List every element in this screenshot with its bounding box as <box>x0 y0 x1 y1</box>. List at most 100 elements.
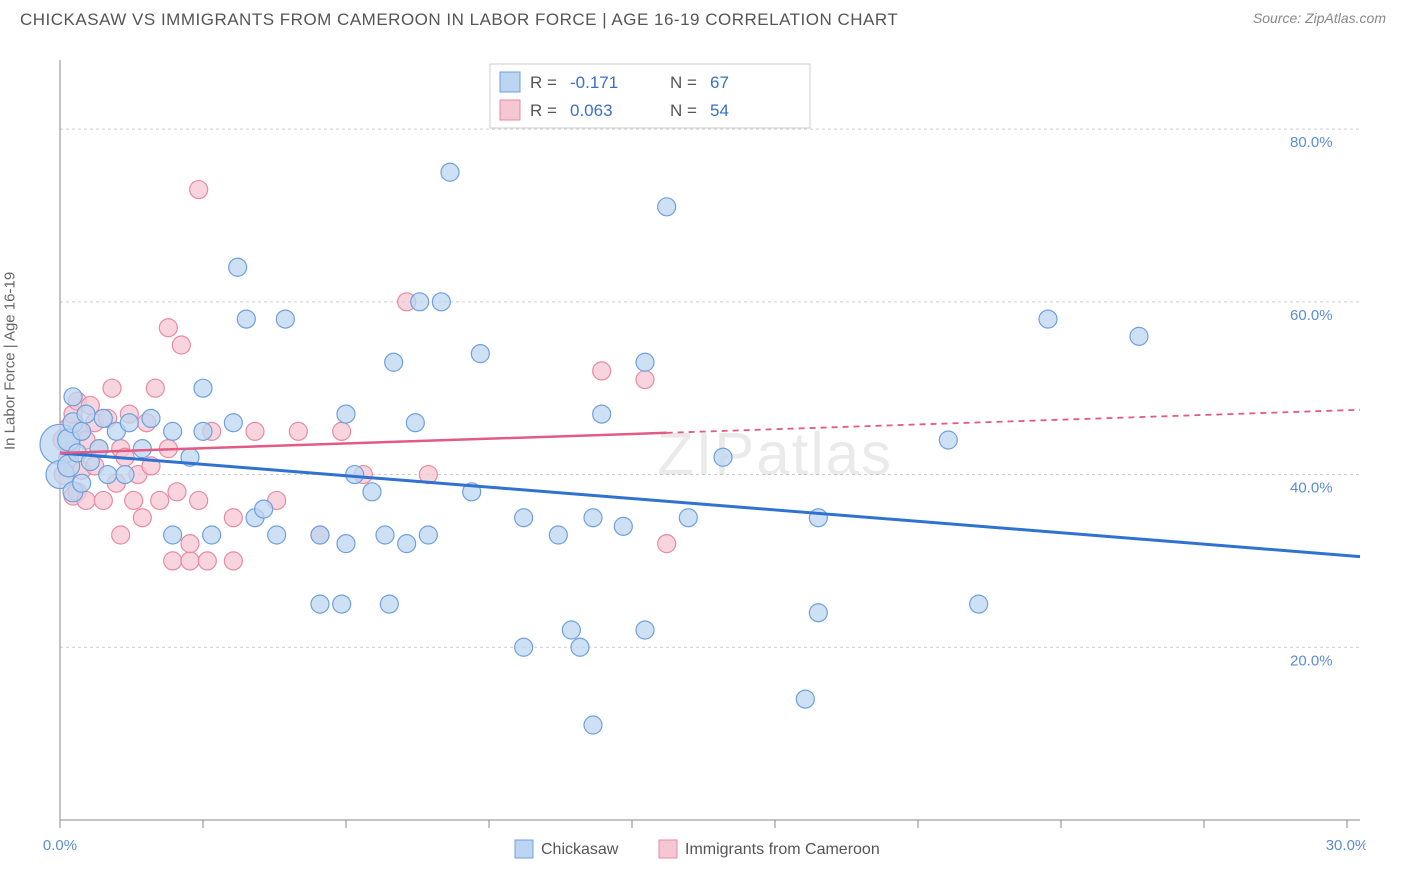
chart-title: CHICKASAW VS IMMIGRANTS FROM CAMEROON IN… <box>20 10 898 30</box>
data-point <box>133 440 151 458</box>
data-point <box>679 509 697 527</box>
legend-n-label: N = <box>670 101 697 120</box>
data-point <box>194 379 212 397</box>
series-legend-label: Chickasaw <box>541 841 619 858</box>
data-point <box>164 552 182 570</box>
legend-swatch <box>515 840 533 858</box>
data-point <box>614 517 632 535</box>
data-point <box>562 621 580 639</box>
data-point <box>194 422 212 440</box>
data-point <box>419 526 437 544</box>
data-point <box>268 526 286 544</box>
data-point <box>432 293 450 311</box>
data-point <box>159 319 177 337</box>
data-point <box>441 163 459 181</box>
data-point <box>571 638 589 656</box>
data-point <box>289 422 307 440</box>
data-point <box>1130 327 1148 345</box>
data-point <box>385 353 403 371</box>
source-prefix: Source: <box>1253 10 1305 26</box>
data-point <box>198 552 216 570</box>
data-point <box>636 353 654 371</box>
data-point <box>64 388 82 406</box>
chart-source: Source: ZipAtlas.com <box>1253 10 1386 26</box>
data-point <box>398 535 416 553</box>
data-point <box>363 483 381 501</box>
data-point <box>103 379 121 397</box>
data-point <box>116 466 134 484</box>
data-point <box>515 509 533 527</box>
data-point <box>237 310 255 328</box>
data-point <box>658 535 676 553</box>
data-point <box>94 491 112 509</box>
data-point <box>172 336 190 354</box>
data-point <box>181 552 199 570</box>
legend-n-value: 67 <box>710 73 729 92</box>
data-point <box>168 483 186 501</box>
data-point <box>164 422 182 440</box>
data-point <box>471 345 489 363</box>
data-point <box>311 595 329 613</box>
data-point <box>593 405 611 423</box>
data-point <box>133 509 151 527</box>
data-point <box>276 310 294 328</box>
legend-r-value: 0.063 <box>570 101 613 120</box>
legend-swatch <box>659 840 677 858</box>
data-point <box>120 414 138 432</box>
data-point <box>224 414 242 432</box>
data-point <box>77 405 95 423</box>
data-point <box>142 409 160 427</box>
legend-r-value: -0.171 <box>570 73 618 92</box>
y-tick-label: 80.0% <box>1290 134 1333 151</box>
y-tick-label: 20.0% <box>1290 652 1333 669</box>
data-point <box>99 466 117 484</box>
legend-r-label: R = <box>530 101 557 120</box>
data-point <box>636 621 654 639</box>
data-point <box>809 604 827 622</box>
data-point <box>146 379 164 397</box>
data-point <box>658 198 676 216</box>
data-point <box>333 422 351 440</box>
data-point <box>584 716 602 734</box>
trend-line <box>60 433 667 453</box>
data-point <box>376 526 394 544</box>
data-point <box>584 509 602 527</box>
legend-n-label: N = <box>670 73 697 92</box>
data-point <box>311 526 329 544</box>
data-point <box>151 491 169 509</box>
series-legend-label: Immigrants from Cameroon <box>685 841 880 858</box>
data-point <box>406 414 424 432</box>
data-point <box>636 371 654 389</box>
data-point <box>181 535 199 553</box>
data-point <box>246 422 264 440</box>
legend-r-label: R = <box>530 73 557 92</box>
data-point <box>333 595 351 613</box>
data-point <box>1039 310 1057 328</box>
data-point <box>939 431 957 449</box>
watermark: ZIPatlas <box>657 421 893 488</box>
data-point <box>515 638 533 656</box>
data-point <box>411 293 429 311</box>
data-point <box>549 526 567 544</box>
data-point <box>796 690 814 708</box>
data-point <box>112 526 130 544</box>
data-point <box>593 362 611 380</box>
data-point <box>714 448 732 466</box>
x-tick-label: 30.0% <box>1326 837 1366 854</box>
y-tick-label: 60.0% <box>1290 307 1333 324</box>
data-point <box>125 491 143 509</box>
legend-swatch <box>500 100 520 120</box>
data-point <box>224 552 242 570</box>
source-link[interactable]: ZipAtlas.com <box>1305 10 1386 26</box>
data-point <box>190 181 208 199</box>
data-point <box>190 491 208 509</box>
y-tick-label: 40.0% <box>1290 480 1333 497</box>
data-point <box>229 258 247 276</box>
data-point <box>224 509 242 527</box>
data-point <box>73 474 91 492</box>
data-point <box>203 526 221 544</box>
data-point <box>337 405 355 423</box>
data-point <box>970 595 988 613</box>
legend-swatch <box>500 72 520 92</box>
legend-n-value: 54 <box>710 101 729 120</box>
